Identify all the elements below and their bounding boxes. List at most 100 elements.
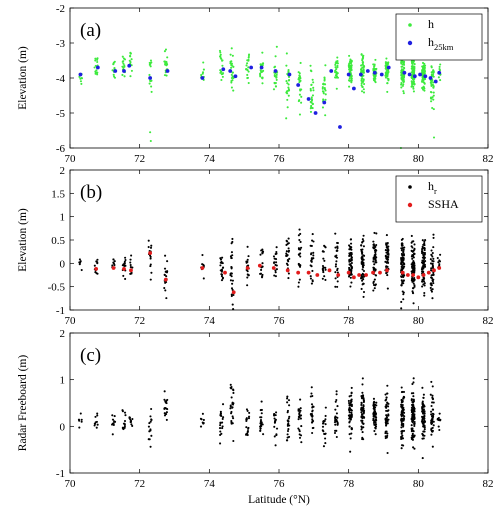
data-point xyxy=(300,441,303,444)
data-point xyxy=(373,410,377,413)
data-point xyxy=(350,258,353,261)
data-point xyxy=(373,278,376,281)
data-point xyxy=(147,425,150,428)
data-point xyxy=(287,417,290,420)
data-point xyxy=(111,264,114,267)
data-point xyxy=(432,233,435,236)
data-point xyxy=(348,244,351,247)
data-point xyxy=(384,71,387,74)
data-point xyxy=(432,413,435,416)
data-point xyxy=(130,254,133,257)
data-point xyxy=(375,256,378,259)
x-tick-label: 74 xyxy=(204,315,216,327)
data-point xyxy=(259,272,262,275)
data-point xyxy=(412,85,415,88)
data-point xyxy=(149,278,152,281)
data-point xyxy=(336,273,341,277)
data-point xyxy=(165,275,168,278)
data-point xyxy=(400,275,403,278)
data-point xyxy=(373,64,376,67)
data-point xyxy=(350,404,353,408)
data-point xyxy=(112,261,115,264)
data-point xyxy=(432,94,435,97)
data-point xyxy=(410,430,413,433)
data-point xyxy=(402,262,405,265)
data-point xyxy=(111,414,114,417)
data-point xyxy=(401,437,404,440)
data-point xyxy=(163,273,166,276)
data-point xyxy=(94,422,97,425)
y-tick-label: -2 xyxy=(56,3,65,15)
data-point xyxy=(327,268,332,273)
data-point xyxy=(150,418,153,421)
data-point xyxy=(387,253,390,256)
data-point xyxy=(245,64,248,67)
data-point xyxy=(96,60,99,64)
data-point xyxy=(430,83,433,86)
data-point xyxy=(286,92,289,95)
data-point xyxy=(348,407,351,410)
data-point xyxy=(149,420,152,423)
data-point xyxy=(229,407,232,410)
data-point xyxy=(123,262,126,265)
data-point xyxy=(322,445,326,448)
y-tick-label: 2 xyxy=(60,165,66,177)
data-point xyxy=(150,85,153,88)
data-point xyxy=(260,416,263,419)
data-point xyxy=(315,273,320,277)
data-point xyxy=(372,403,375,406)
data-point xyxy=(286,429,290,433)
data-point xyxy=(413,243,416,246)
data-point xyxy=(94,70,97,73)
data-point xyxy=(324,278,327,282)
data-point xyxy=(230,76,233,80)
x-tick-label: 72 xyxy=(134,153,145,165)
data-point xyxy=(350,81,353,84)
data-point xyxy=(423,265,426,268)
data-point xyxy=(412,395,415,398)
data-point xyxy=(123,411,127,414)
data-point xyxy=(286,433,289,436)
data-point xyxy=(78,263,81,266)
data-point xyxy=(400,435,403,438)
data-point xyxy=(163,74,167,77)
data-point xyxy=(335,435,338,439)
data-point xyxy=(430,427,433,430)
data-point xyxy=(80,269,83,272)
data-point xyxy=(260,400,263,403)
data-point xyxy=(430,274,433,277)
data-point xyxy=(423,244,426,247)
x-tick-label: 78 xyxy=(343,153,355,165)
data-point xyxy=(349,285,352,288)
data-point xyxy=(122,69,126,73)
data-point xyxy=(421,437,424,440)
data-point xyxy=(401,247,404,250)
data-point xyxy=(432,246,435,249)
data-point xyxy=(421,415,424,418)
data-point xyxy=(274,271,277,274)
data-point xyxy=(360,82,363,85)
data-point xyxy=(299,232,302,235)
data-point xyxy=(431,297,434,300)
data-point xyxy=(402,293,405,296)
data-point xyxy=(299,265,302,268)
data-point xyxy=(259,419,263,422)
data-point xyxy=(430,413,433,416)
data-point xyxy=(221,417,224,421)
data-point xyxy=(247,70,250,73)
data-point xyxy=(298,238,301,242)
data-point xyxy=(361,77,364,80)
data-point xyxy=(437,416,440,420)
data-point xyxy=(297,285,300,288)
data-point xyxy=(246,276,249,279)
data-point xyxy=(374,421,377,424)
data-point xyxy=(111,266,116,270)
data-point xyxy=(287,247,290,250)
data-point xyxy=(220,57,223,60)
data-point xyxy=(412,282,415,285)
data-point xyxy=(360,244,363,247)
data-point xyxy=(221,403,225,406)
data-point xyxy=(400,422,403,426)
data-point xyxy=(285,250,288,253)
data-point xyxy=(259,427,262,430)
